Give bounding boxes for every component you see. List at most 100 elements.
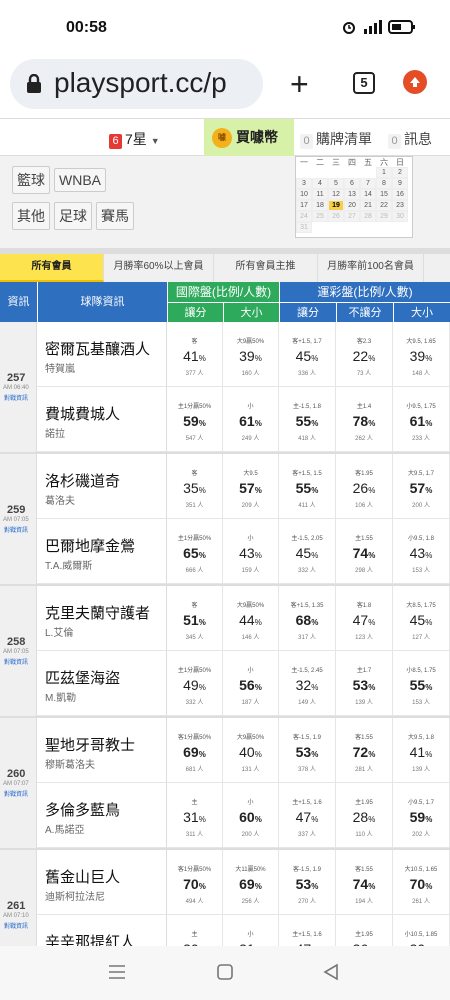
calendar-day[interactable]: 25 xyxy=(312,211,328,222)
pick-cell[interactable]: 主 31% 311 人 xyxy=(167,783,223,848)
filter-wnba[interactable]: WNBA xyxy=(54,168,106,192)
calendar-day[interactable]: 19 xyxy=(328,200,344,211)
pick-cell[interactable]: 小8.5, 1.75 55% 153 人 xyxy=(393,651,450,716)
pick-cell[interactable]: 主1.4 78% 262 人 xyxy=(336,387,393,452)
pick-cell[interactable]: 客1分贏50% 69% 681 人 xyxy=(167,718,223,783)
back-icon[interactable] xyxy=(322,963,340,981)
pick-cell[interactable]: 大10.5, 1.65 70% 261 人 xyxy=(393,850,450,915)
calendar-day[interactable]: 9 xyxy=(392,178,408,189)
team-cell[interactable]: 克里夫蘭守護者 L.艾倫 xyxy=(37,586,167,651)
matchup-info-link[interactable]: 對戰資訊 xyxy=(4,528,29,534)
calendar-day[interactable]: 31 xyxy=(296,222,312,233)
pick-cell[interactable]: 客-1.5, 1.9 53% 270 人 xyxy=(279,850,336,915)
pick-cell[interactable]: 大11贏50% 69% 256 人 xyxy=(223,850,279,915)
calendar-day[interactable]: 23 xyxy=(392,200,408,211)
filter-basketball[interactable]: 籃球 xyxy=(12,166,50,194)
filter-soccer[interactable]: 足球 xyxy=(54,202,92,230)
calendar-day[interactable]: 26 xyxy=(328,211,344,222)
pick-cell[interactable]: 主1.95 26% xyxy=(336,915,393,946)
matchup-info-link[interactable]: 對戰資訊 xyxy=(4,924,29,930)
pick-cell[interactable]: 主1分贏50% 59% 547 人 xyxy=(167,387,223,452)
pick-cell[interactable]: 客+1.5, 1.5 55% 411 人 xyxy=(279,454,336,519)
tab-all-members[interactable]: 所有會員 xyxy=(0,254,104,282)
pick-cell[interactable]: 客1分贏50% 70% 494 人 xyxy=(167,850,223,915)
pick-cell[interactable]: 小 56% 187 人 xyxy=(223,651,279,716)
team-cell[interactable]: 匹茲堡海盜 M.凱勒 xyxy=(37,651,167,716)
pick-cell[interactable]: 主 30% xyxy=(167,915,223,946)
pick-cell[interactable]: 客1.95 26% 106 人 xyxy=(336,454,393,519)
pick-cell[interactable]: 大9.5 57% 209 人 xyxy=(223,454,279,519)
calendar-day[interactable]: 13 xyxy=(344,189,360,200)
pick-cell[interactable]: 小 43% 159 人 xyxy=(223,519,279,584)
pick-cell[interactable]: 大9.5, 1.8 41% 139 人 xyxy=(393,718,450,783)
pick-cell[interactable]: 主-1.5, 2.45 32% 149 人 xyxy=(279,651,336,716)
buy-coin-button[interactable]: 噱買噱幣 xyxy=(204,119,294,156)
pick-cell[interactable]: 客 35% 351 人 xyxy=(167,454,223,519)
calendar-day[interactable]: 4 xyxy=(312,178,328,189)
star-menu[interactable]: 6 7星 ▼ xyxy=(109,129,160,149)
new-tab-button[interactable]: + xyxy=(290,66,309,102)
pick-cell[interactable]: 小10.5, 1.85 30% xyxy=(393,915,450,946)
matchup-info-link[interactable]: 對戰資訊 xyxy=(4,396,29,402)
pick-cell[interactable]: 客1.55 72% 281 人 xyxy=(336,718,393,783)
message-link[interactable]: 0 訊息 xyxy=(388,129,432,149)
update-button[interactable] xyxy=(403,70,427,94)
pick-cell[interactable]: 大9贏50% 39% 160 人 xyxy=(223,322,279,387)
home-icon[interactable] xyxy=(216,963,234,981)
pick-cell[interactable]: 小9.5, 1.75 61% 233 人 xyxy=(393,387,450,452)
calendar-day[interactable]: 7 xyxy=(360,178,376,189)
calendar-day[interactable]: 18 xyxy=(312,200,328,211)
pick-cell[interactable]: 小9.5, 1.8 43% 153 人 xyxy=(393,519,450,584)
filter-horse[interactable]: 賽馬 xyxy=(96,202,134,230)
calendar-day[interactable]: 15 xyxy=(376,189,392,200)
team-cell[interactable]: 舊金山巨人 迪斯柯拉法尼 xyxy=(37,850,167,915)
pick-cell[interactable]: 客 41% 377 人 xyxy=(167,322,223,387)
tab-top100[interactable]: 月勝率前100名會員 xyxy=(318,254,424,282)
matchup-info-link[interactable]: 對戰資訊 xyxy=(4,792,29,798)
pick-cell[interactable]: 大9.5, 1.65 39% 148 人 xyxy=(393,322,450,387)
pick-cell[interactable]: 小9.5, 1.7 59% 202 人 xyxy=(393,783,450,848)
pick-cell[interactable]: 客-1.5, 1.9 53% 378 人 xyxy=(279,718,336,783)
pick-cell[interactable]: 大9.5, 1.7 57% 200 人 xyxy=(393,454,450,519)
pick-cell[interactable]: 主1分贏50% 49% 332 人 xyxy=(167,651,223,716)
pick-cell[interactable]: 大8.5, 1.75 45% 127 人 xyxy=(393,586,450,651)
pick-cell[interactable]: 小 31% xyxy=(223,915,279,946)
pick-cell[interactable]: 客1.8 47% 123 人 xyxy=(336,586,393,651)
pick-cell[interactable]: 客 51% 345 人 xyxy=(167,586,223,651)
calendar-day[interactable]: 27 xyxy=(344,211,360,222)
team-cell[interactable]: 密爾瓦基釀酒人 特賀嵐 xyxy=(37,322,167,387)
team-cell[interactable]: 洛杉磯道奇 葛洛夫 xyxy=(37,454,167,519)
pick-cell[interactable]: 主-1.5, 2.05 45% 332 人 xyxy=(279,519,336,584)
calendar-day[interactable]: 12 xyxy=(328,189,344,200)
pick-cell[interactable]: 客1.55 74% 194 人 xyxy=(336,850,393,915)
pick-cell[interactable]: 大9贏50% 44% 146 人 xyxy=(223,586,279,651)
cart-link[interactable]: 0 購牌清單 xyxy=(300,129,372,149)
pick-cell[interactable]: 主1分贏50% 65% 666 人 xyxy=(167,519,223,584)
pick-cell[interactable]: 主+1.5, 1.6 47% 337 人 xyxy=(279,783,336,848)
pick-cell[interactable]: 主1.95 28% 110 人 xyxy=(336,783,393,848)
team-cell[interactable]: 辛辛那提紅人 xyxy=(37,915,167,946)
pick-cell[interactable]: 主1.55 74% 298 人 xyxy=(336,519,393,584)
calendar-day[interactable]: 1 xyxy=(376,167,392,178)
address-bar[interactable]: playsport.cc/p xyxy=(10,59,263,109)
calendar-day[interactable]: 20 xyxy=(344,200,360,211)
pick-cell[interactable]: 大9贏50% 40% 131 人 xyxy=(223,718,279,783)
menu-icon[interactable] xyxy=(108,964,126,980)
calendar-day[interactable]: 16 xyxy=(392,189,408,200)
calendar-day[interactable]: 14 xyxy=(360,189,376,200)
calendar-day[interactable]: 17 xyxy=(296,200,312,211)
tab-win60[interactable]: 月勝率60%以上會員 xyxy=(104,254,214,282)
pick-cell[interactable]: 主1.7 53% 139 人 xyxy=(336,651,393,716)
pick-cell[interactable]: 客+1.5, 1.7 45% 336 人 xyxy=(279,322,336,387)
pick-cell[interactable]: 小 60% 200 人 xyxy=(223,783,279,848)
team-cell[interactable]: 巴爾地摩金鶯 T.A.威爾斯 xyxy=(37,519,167,584)
pick-cell[interactable]: 客+1.5, 1.35 68% 317 人 xyxy=(279,586,336,651)
team-cell[interactable]: 費城費城人 諾拉 xyxy=(37,387,167,452)
pick-cell[interactable]: 主+1.5, 1.6 47% xyxy=(279,915,336,946)
tab-all-picks[interactable]: 所有會員主推 xyxy=(214,254,318,282)
calendar-day[interactable]: 5 xyxy=(328,178,344,189)
team-cell[interactable]: 聖地牙哥教士 穆斯葛洛夫 xyxy=(37,718,167,783)
calendar-day[interactable]: 29 xyxy=(376,211,392,222)
calendar-day[interactable]: 2 xyxy=(392,167,408,178)
calendar-day[interactable]: 6 xyxy=(344,178,360,189)
